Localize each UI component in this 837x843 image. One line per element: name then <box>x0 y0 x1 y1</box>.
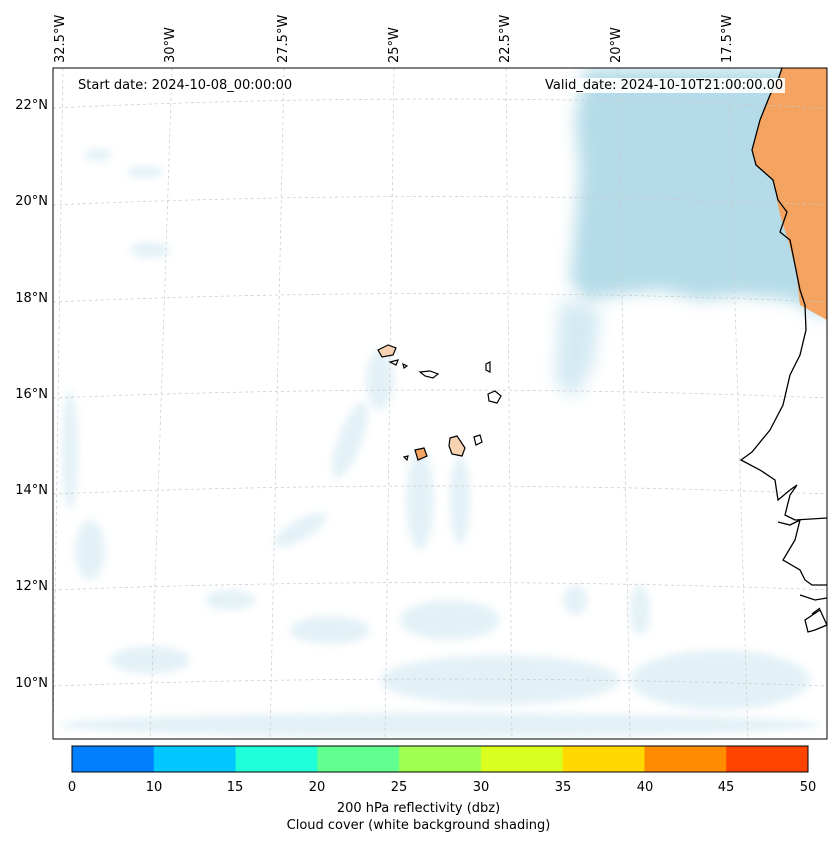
cloud-streak <box>630 650 810 710</box>
cloud-streak <box>366 350 394 410</box>
lat-label-20n: 20°N <box>15 194 48 209</box>
colorbar-swatch <box>726 746 809 772</box>
colorbar-tick: 30 <box>472 780 490 795</box>
island-brava <box>402 455 409 462</box>
cloud-streak <box>332 402 368 478</box>
lon-label-32-5w: 32.5°W <box>53 14 68 63</box>
lat-label-12n: 12°N <box>15 579 48 594</box>
island-sao-nicolau <box>418 370 440 379</box>
colorbar-tick: 15 <box>226 780 244 795</box>
colorbar-tick: 20 <box>308 780 326 795</box>
lat-label-14n: 14°N <box>15 483 48 498</box>
lon-label-25w: 25°W <box>387 27 402 63</box>
island-maio <box>473 434 483 446</box>
colorbar-tick: 10 <box>145 780 163 795</box>
cloud-streak <box>62 390 78 510</box>
island-sal <box>485 361 491 373</box>
island-santiago <box>448 435 466 457</box>
colorbar-swatch <box>399 746 482 772</box>
graticule <box>53 68 827 739</box>
colorbar-tick: 45 <box>717 780 735 795</box>
lat-label-22n: 22°N <box>15 98 48 113</box>
colorbar-sublabel: Cloud cover (white background shading) <box>286 818 551 833</box>
colorbar-label: 200 hPa reflectivity (dbz) <box>336 801 501 816</box>
island-santa-luzia <box>402 362 409 369</box>
cloud-streak <box>60 713 820 737</box>
cloud-streak <box>205 590 255 610</box>
cloud-patch-central <box>555 300 600 400</box>
cape-verde-islands <box>377 344 502 462</box>
colorbar-swatch <box>480 746 564 772</box>
lon-label-22-5w: 22.5°W <box>498 14 513 63</box>
island-fogo <box>414 447 428 461</box>
cloud-cover-shading <box>60 68 827 737</box>
cloud-streak <box>450 455 470 545</box>
cloud-streak <box>110 646 190 674</box>
colorbar <box>72 746 809 772</box>
colorbar-tick: 35 <box>554 780 572 795</box>
cloud-streak <box>84 149 112 161</box>
island-santo-antao <box>377 344 397 358</box>
cloud-streak <box>130 242 170 258</box>
africa-land-hot <box>752 68 827 320</box>
cloud-streak <box>563 585 587 615</box>
cloud-streak <box>406 450 434 550</box>
cloud-streak <box>75 520 105 580</box>
colorbar-tick: 25 <box>390 780 408 795</box>
cloud-streak <box>630 585 650 635</box>
colorbar-tick: 40 <box>636 780 654 795</box>
map-frame <box>52 67 828 740</box>
colorbar-swatch <box>72 746 155 772</box>
island-sao-vicente <box>388 359 399 366</box>
lon-label-27-5w: 27.5°W <box>276 14 291 63</box>
cloud-streak <box>380 655 620 705</box>
west-africa-coastline <box>739 68 827 633</box>
island-boa-vista <box>487 390 502 404</box>
colorbar-frame <box>71 745 809 773</box>
colorbar-swatch <box>153 746 237 772</box>
valid-date-label: Valid_date: 2024-10-10T21:00:00.00 <box>543 78 786 93</box>
colorbar-tick: 50 <box>799 780 817 795</box>
lon-label-20w: 20°W <box>609 27 624 63</box>
colorbar-swatch <box>562 746 645 772</box>
start-date-label: Start date: 2024-10-08_00:00:00 <box>76 78 295 93</box>
colorbar-swatch <box>235 746 318 772</box>
colorbar-tick: 0 <box>67 780 77 795</box>
cloud-streak <box>127 166 163 178</box>
cloud-streak <box>400 600 500 640</box>
lat-label-18n: 18°N <box>15 291 48 306</box>
colorbar-swatch <box>644 746 727 772</box>
cloud-streak <box>290 616 370 644</box>
colorbar-swatch <box>317 746 400 772</box>
lon-label-17-5w: 17.5°W <box>720 14 735 63</box>
lat-label-16n: 16°N <box>15 387 48 402</box>
cloud-streak <box>273 512 327 548</box>
lat-label-10n: 10°N <box>15 676 48 691</box>
lon-label-30w: 30°W <box>163 27 178 63</box>
